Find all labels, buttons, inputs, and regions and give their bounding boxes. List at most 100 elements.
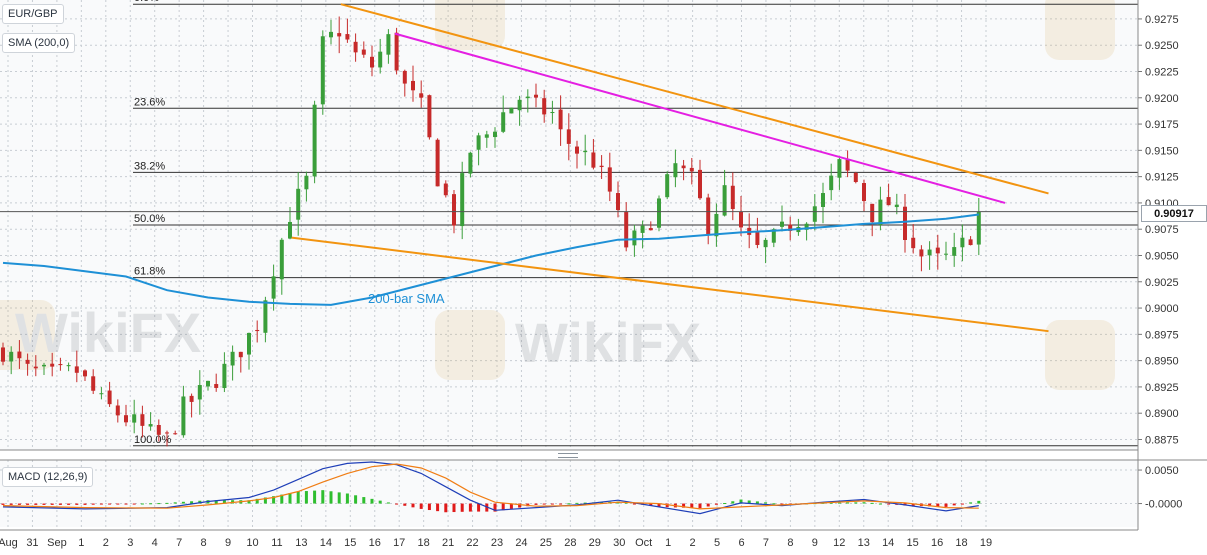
bearish-candle (370, 56, 374, 68)
macd-histogram-bar (969, 502, 973, 504)
macd-histogram-bar (411, 503, 415, 508)
bearish-candle (91, 376, 96, 391)
bearish-candle (698, 169, 702, 199)
macd-histogram-bar (50, 503, 54, 505)
x-tick-label: 17 (393, 537, 405, 549)
macd-histogram-bar (698, 503, 702, 509)
symbol-label[interactable]: EUR/GBP (2, 4, 64, 24)
bearish-candle (607, 167, 612, 192)
bearish-candle (542, 98, 547, 115)
macd-histogram-bar (755, 501, 759, 504)
y-tick-label: 0.8975 (1145, 329, 1179, 341)
x-tick-label: 18 (418, 537, 430, 549)
bullish-candle (329, 31, 333, 38)
bearish-candle (361, 49, 366, 55)
y-tick-label: 0.9025 (1145, 277, 1179, 289)
macd-histogram-bar (772, 503, 776, 505)
bearish-candle (624, 212, 629, 248)
bullish-candle (525, 96, 530, 99)
macd-histogram-bar (665, 503, 669, 508)
x-tick-label: 3 (127, 537, 133, 549)
y-tick-label: 0.9250 (1145, 40, 1179, 52)
macd-histogram-bar (780, 503, 784, 505)
x-tick-label: Aug (0, 537, 18, 549)
x-tick-label: 14 (320, 537, 332, 549)
macd-histogram-bar (706, 503, 710, 507)
macd-histogram-bar (468, 503, 472, 512)
bullish-candle (263, 300, 268, 333)
x-tick-label: 18 (955, 537, 967, 549)
bearish-candle (33, 366, 38, 369)
x-tick-label: 2 (690, 537, 696, 549)
sma-indicator-label[interactable]: SMA (200,0) (2, 33, 76, 53)
macd-histogram-bar (534, 503, 538, 505)
bearish-candle (345, 34, 350, 40)
bearish-candle (599, 165, 604, 168)
bearish-candle (558, 109, 563, 130)
bearish-candle (681, 165, 686, 169)
bearish-candle (419, 93, 424, 98)
macd-histogram-bar (624, 502, 628, 504)
bullish-candle (665, 174, 670, 198)
macd-histogram-bar (378, 500, 382, 504)
bullish-candle (501, 112, 506, 132)
bearish-candle (50, 363, 55, 367)
macd-signal-line (2, 463, 979, 510)
y-tick-label: 0.9225 (1145, 66, 1179, 78)
macd-histogram-bar (600, 502, 604, 504)
macd-histogram-bar (67, 503, 71, 505)
bullish-candle (657, 198, 661, 228)
fib-level-label: 0.0% (134, 0, 159, 4)
x-tick-label: Sep (47, 537, 67, 549)
watermark-layer: WikiFX WikiFX (0, 0, 1115, 390)
sma-200-line (2, 213, 979, 306)
macd-histogram-bar (329, 491, 333, 504)
macd-histogram-bar (583, 502, 587, 504)
pane-splitter-handle[interactable] (558, 453, 578, 458)
bullish-candle (99, 393, 104, 395)
bullish-candle (271, 276, 276, 299)
watermark-text: WikiFX (515, 311, 701, 374)
bullish-candle (132, 414, 137, 423)
y-tick-label: 0.9175 (1145, 119, 1179, 131)
macd-histogram-bar (108, 503, 112, 505)
fib-level-label: 50.0% (134, 213, 165, 225)
bullish-candle (632, 230, 637, 246)
macd-histogram-bar (427, 503, 431, 511)
bearish-candle (17, 351, 22, 359)
bearish-candle (870, 203, 875, 223)
bullish-candle (181, 396, 186, 436)
macd-histogram-bar (550, 503, 554, 505)
macd-histogram-bar (911, 503, 915, 506)
macd-histogram-bar (846, 502, 850, 504)
macd-histogram-bar (17, 503, 21, 505)
bearish-candle (156, 425, 161, 435)
bearish-candle (706, 197, 711, 235)
macd-histogram-bar (272, 496, 276, 504)
bearish-candle (238, 351, 243, 358)
bearish-candle (575, 146, 579, 154)
bullish-candle (296, 188, 301, 220)
x-tick-label: 1 (665, 537, 671, 549)
macd-histogram-bar (362, 497, 366, 504)
macd-histogram-bar (477, 503, 481, 512)
x-tick-label: 21 (442, 537, 454, 549)
macd-y-tick-label: -0.0000 (1145, 499, 1182, 511)
macd-indicator-label[interactable]: MACD (12,26,9) (2, 467, 94, 487)
bearish-candle (394, 32, 399, 71)
bullish-candle (550, 111, 555, 114)
x-tick-label: 12 (833, 537, 845, 549)
y-tick-label: 0.9000 (1145, 303, 1179, 315)
bearish-candle (1, 347, 5, 362)
macd-histogram-bar (288, 493, 292, 504)
bullish-candle (320, 36, 325, 105)
macd-histogram-bar (436, 503, 440, 512)
x-tick-label: 1 (78, 537, 84, 549)
macd-histogram-bar (280, 494, 284, 504)
bearish-candle (173, 433, 178, 435)
macd-histogram-bar (345, 493, 349, 504)
watermark-logo-icon (435, 310, 505, 380)
y-tick-label: 0.9275 (1145, 14, 1179, 26)
fib-level-label: 38.2% (134, 160, 165, 172)
